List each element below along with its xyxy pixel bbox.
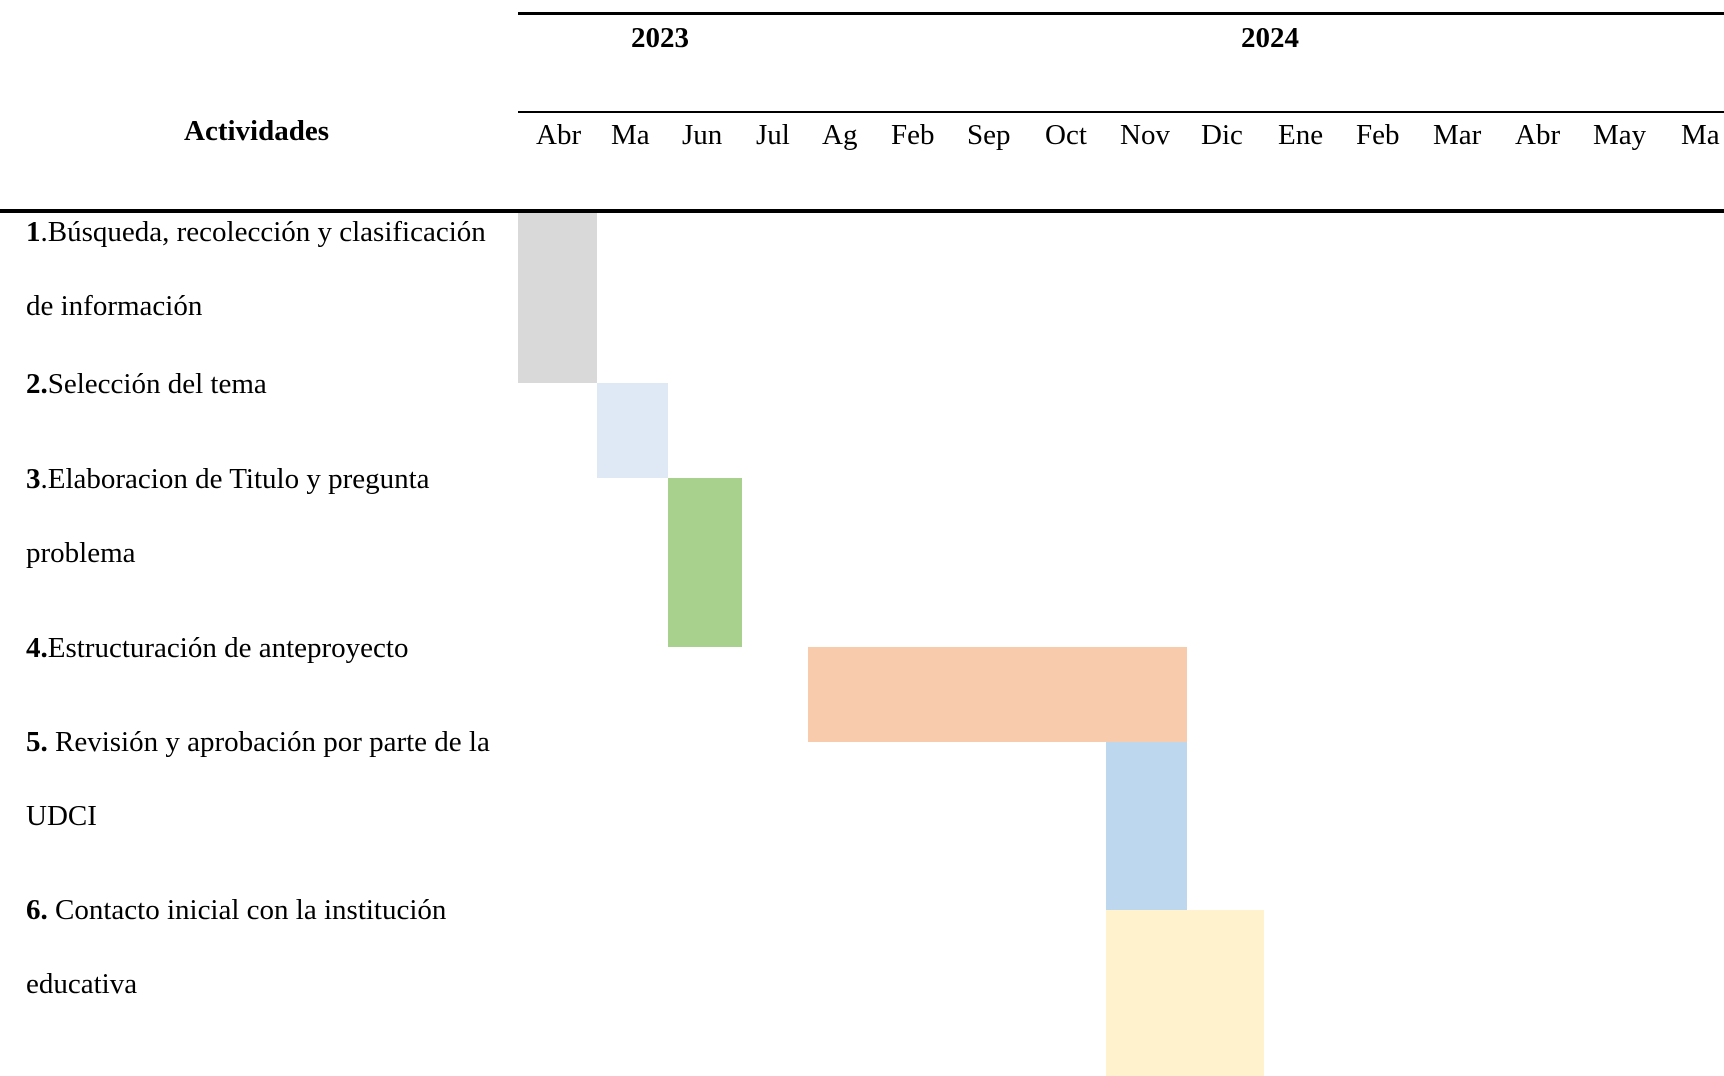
activity-1: 1.Búsqueda, recolección y clasificación … <box>26 195 506 343</box>
activity-5: 5. Revisión y aprobación por parte de la… <box>26 705 506 853</box>
year-2023-label: 2023 <box>631 22 689 54</box>
activity-text: Contacto inicial con la institución educ… <box>26 894 447 1000</box>
activity-number: 5. <box>26 726 48 758</box>
activity-4-bar <box>808 647 1187 742</box>
month-label: Abr <box>536 119 582 151</box>
month-label: Ag <box>822 119 858 151</box>
year-2024-label: 2024 <box>1241 22 1299 54</box>
month-label: Sep <box>967 119 1011 151</box>
activity-text: Revisión y aprobación por parte de la UD… <box>26 726 490 832</box>
activity-1-bar <box>518 213 597 383</box>
activity-number: 6. <box>26 894 48 926</box>
month-label: Ma <box>611 119 650 151</box>
activities-heading: Actividades <box>184 115 329 147</box>
month-label: Dic <box>1201 119 1243 151</box>
month-label: May <box>1593 119 1647 151</box>
activity-6-bar <box>1106 910 1264 1076</box>
activity-3: 3.Elaboracion de Titulo y pregunta probl… <box>26 442 506 590</box>
top-rule <box>518 12 1724 15</box>
activity-text: Selección del tema <box>47 368 267 400</box>
month-label: Mar <box>1433 119 1482 151</box>
activity-number: 2. <box>26 368 48 400</box>
body-rule <box>0 209 1724 213</box>
month-label: Jun <box>682 119 723 151</box>
activity-6: 6. Contacto inicial con la institución e… <box>26 873 506 1021</box>
activity-3-bar <box>668 478 742 647</box>
activity-number: 4. <box>26 632 48 664</box>
activity-text: Estructuración de anteproyecto <box>47 632 409 664</box>
activity-text: .Búsqueda, recolección y clasificación d… <box>26 216 486 322</box>
activity-number: 1 <box>26 216 41 248</box>
month-label: Ene <box>1278 119 1324 151</box>
month-label: Abr <box>1515 119 1561 151</box>
month-label: Ma <box>1681 119 1720 151</box>
activity-2-bar <box>597 383 668 478</box>
month-label: Oct <box>1045 119 1087 151</box>
month-label: Feb <box>891 119 935 151</box>
month-label: Jul <box>756 119 790 151</box>
activity-number: 3 <box>26 463 41 495</box>
activity-2: 2.Selección del tema <box>26 347 506 421</box>
activity-4: 4.Estructuración de anteproyecto <box>26 611 506 685</box>
month-label: Nov <box>1120 119 1170 151</box>
activity-text: .Elaboracion de Titulo y pregunta proble… <box>26 463 430 569</box>
activity-5-bar <box>1106 742 1187 910</box>
month-label: Feb <box>1356 119 1400 151</box>
header-rule <box>518 111 1724 113</box>
